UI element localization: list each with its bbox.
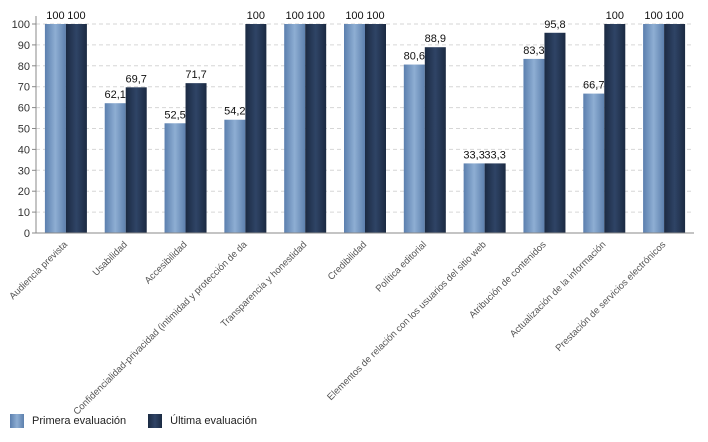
y-tick-label: 80: [18, 61, 30, 73]
value-label-ultima: 100: [67, 10, 85, 22]
value-label-primera: 80,6: [404, 51, 425, 63]
legend-label-ultima: Última evaluación: [170, 415, 257, 427]
legend-item-primera: Primera evaluación: [10, 414, 126, 428]
value-label-primera: 83,3: [523, 45, 544, 57]
bar-ultima: [604, 24, 626, 233]
legend: Primera evaluación Última evaluación: [10, 412, 257, 430]
bar-ultima: [544, 32, 566, 233]
bars: [44, 24, 686, 234]
bar-ultima: [245, 24, 267, 233]
category-label: Credibilidad: [326, 239, 369, 282]
y-tick-label: 60: [18, 103, 30, 115]
bar-ultima: [484, 163, 506, 233]
y-tick-label: 40: [18, 144, 30, 156]
category-labels: Audiencia prevista Usabilidad Accesibilida…: [7, 239, 668, 418]
category-label: Política editorial: [374, 239, 429, 294]
y-tick-label: 90: [18, 40, 30, 52]
legend-swatch-primera: [10, 414, 24, 428]
category-label: Prestación de servicios electrónicos: [554, 239, 669, 354]
bar-ultima: [424, 47, 446, 233]
bar-ultima: [125, 87, 147, 234]
value-label-ultima: 100: [366, 10, 384, 22]
bar-ultima: [365, 24, 386, 233]
value-label-primera: 100: [644, 10, 662, 22]
value-label-primera: 100: [46, 10, 64, 22]
bar-ultima: [664, 24, 686, 233]
value-label-primera: 33,3: [463, 149, 484, 161]
value-label-ultima: 88,9: [425, 33, 446, 45]
axes: [35, 16, 694, 234]
y-tick-label: 10: [18, 207, 30, 219]
y-tick-label: 50: [18, 124, 30, 136]
bar-primera: [344, 24, 365, 233]
bar-primera: [523, 58, 545, 233]
value-label-primera: 100: [345, 10, 363, 22]
value-label-ultima: 100: [307, 10, 325, 22]
category-label: Usabilidad: [91, 239, 130, 278]
value-label-ultima: 100: [606, 10, 624, 22]
bar-primera: [284, 24, 306, 233]
bar-primera: [583, 93, 605, 233]
y-tick-label: 20: [18, 186, 30, 198]
value-label-ultima: 95,8: [544, 19, 565, 31]
value-label-primera: 66,7: [583, 80, 604, 92]
y-tick-label: 0: [24, 228, 30, 240]
value-label-primera: 62,1: [105, 89, 126, 101]
value-label-ultima: 33,3: [484, 149, 505, 161]
category-label: Actualización de la información: [508, 239, 608, 339]
y-axis-ticks: 0 10 20 30 40 50 60 70 80 90 100: [12, 19, 36, 240]
value-label-ultima: 69,7: [126, 73, 147, 85]
category-label: Audiencia prevista: [7, 239, 70, 302]
bar-primera: [224, 119, 246, 233]
bar-primera: [463, 163, 485, 233]
value-label-primera: 52,5: [164, 109, 185, 121]
value-label-ultima: 100: [665, 10, 683, 22]
bar-ultima: [185, 83, 207, 233]
value-label-primera: 100: [286, 10, 304, 22]
bar-primera: [643, 24, 665, 233]
legend-swatch-ultima: [148, 414, 163, 428]
value-label-ultima: 100: [247, 10, 265, 22]
bar-primera: [164, 123, 186, 233]
bar-primera: [403, 64, 425, 234]
legend-item-ultima: Última evaluación: [148, 414, 257, 428]
y-tick-label: 100: [12, 19, 30, 31]
category-label: Accesibilidad: [143, 239, 190, 286]
value-label-primera: 54,2: [224, 106, 245, 118]
value-label-ultima: 71,7: [185, 69, 206, 81]
y-tick-label: 30: [18, 165, 30, 177]
bar-ultima: [305, 24, 327, 233]
bar-primera: [44, 24, 66, 233]
legend-label-primera: Primera evaluación: [32, 415, 127, 427]
bar-primera: [104, 103, 126, 233]
y-tick-label: 70: [18, 82, 30, 94]
bar-ultima: [65, 24, 87, 233]
